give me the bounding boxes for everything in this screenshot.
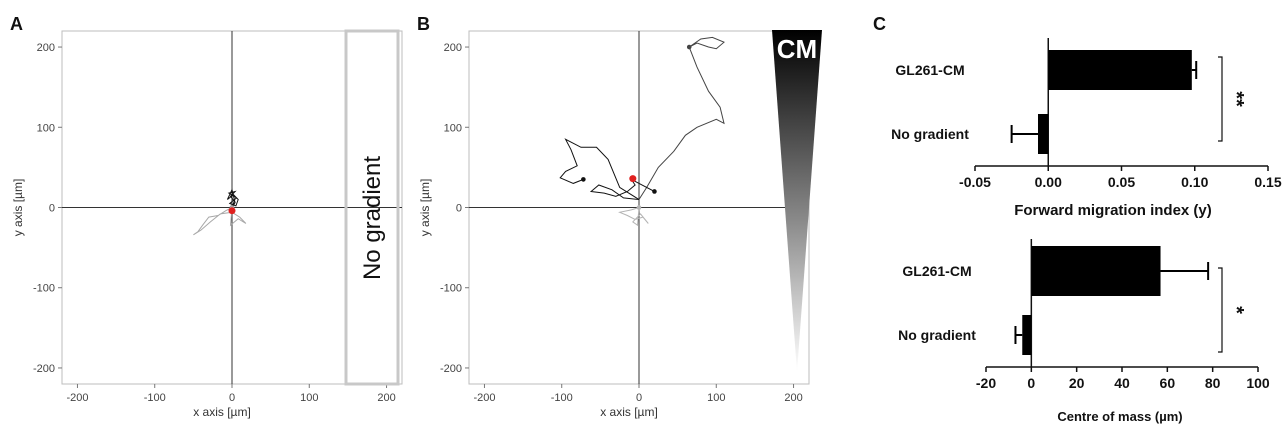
no-gradient-box [344, 29, 400, 386]
panel-c-centre-of-mass-chart: -20 0 20 40 60 80 100 Centre of mass (µm) GL261-… [898, 239, 1270, 424]
trajectory-track [193, 207, 247, 236]
panel-c-forward-migration-chart: -0.05 0.00 0.05 0.10 0.15 Forward migration i… [891, 38, 1282, 219]
trajectory-endpoint [581, 177, 586, 182]
trajectory-track [638, 36, 725, 200]
y-tick-label: 100 [444, 122, 462, 134]
y-tick-label: -200 [440, 363, 462, 375]
panel-a-letter: A [10, 14, 23, 34]
x-tick-label: 200 [784, 392, 802, 404]
cm-label: CM [777, 34, 817, 64]
significance-label: * [1225, 306, 1247, 314]
x-tick-label: 80 [1205, 375, 1221, 391]
centre-of-mass-marker [629, 175, 637, 183]
x-tick-label: 40 [1114, 375, 1130, 391]
y-tick-label: -100 [33, 283, 55, 295]
x-tick-label: -20 [976, 375, 996, 391]
bar [1031, 246, 1161, 296]
category-label: GL261-CM [895, 62, 964, 78]
x-tick-label: 0.00 [1035, 174, 1062, 190]
significance-label: ** [1225, 91, 1247, 107]
panel-a-trajectory-plot: -200 -100 0 100 200 200 100 0 -100 -200 x axis [µm… [11, 30, 403, 419]
category-label: No gradient [898, 327, 976, 343]
x-tick-label: 20 [1069, 375, 1085, 391]
panel-b-letter: B [417, 14, 430, 34]
x-tick-label: -0.05 [959, 174, 991, 190]
bar [1037, 114, 1049, 154]
x-axis-title: Centre of mass (µm) [1057, 409, 1182, 424]
x-tick-label: 100 [300, 392, 318, 404]
x-tick-label: 0 [636, 392, 642, 404]
category-label: GL261-CM [902, 263, 971, 279]
trajectory-track [559, 138, 640, 200]
bar [1022, 315, 1032, 355]
trajectory-endpoint [686, 44, 692, 50]
x-axis-title: Forward migration index (y) [1014, 202, 1212, 219]
no-gradient-label: No gradient [359, 156, 386, 280]
x-tick-label: -200 [473, 392, 495, 404]
x-tick-label: 60 [1160, 375, 1176, 391]
centre-of-mass-marker [228, 207, 236, 215]
x-tick-label: 0 [229, 392, 235, 404]
y-tick-label: 100 [37, 122, 55, 134]
x-axis-label: x axis [µm] [193, 405, 251, 419]
panel-b-trajectory-plot: -200 -100 0 100 200 200 100 0 -100 -200 x axis [µm… [418, 30, 810, 419]
x-tick-label: 0.15 [1254, 174, 1281, 190]
y-axis-label: y axis [µm] [418, 179, 432, 237]
y-tick-label: 0 [49, 203, 55, 215]
x-tick-label: 0.05 [1108, 174, 1135, 190]
y-tick-label: -100 [440, 283, 462, 295]
bar [1048, 50, 1192, 90]
x-tick-label: 0.10 [1181, 174, 1208, 190]
x-tick-label: -200 [66, 392, 88, 404]
y-tick-label: 0 [456, 203, 462, 215]
category-label: No gradient [891, 126, 969, 142]
y-axis-label: y axis [µm] [11, 179, 25, 237]
x-tick-label: -100 [144, 392, 166, 404]
y-tick-label: 200 [37, 42, 55, 54]
x-tick-label: 100 [1246, 375, 1270, 391]
y-tick-label: -200 [33, 363, 55, 375]
x-tick-label: 100 [707, 392, 725, 404]
trajectory-track [618, 207, 649, 227]
x-tick-label: 0 [1027, 375, 1035, 391]
panel-c-letter: C [873, 14, 886, 34]
x-axis-label: x axis [µm] [600, 405, 658, 419]
trajectory-endpoint [636, 205, 642, 210]
x-tick-label: 200 [377, 392, 395, 404]
y-tick-label: 200 [444, 42, 462, 54]
significance-bracket [1218, 267, 1223, 353]
x-tick-label: -100 [551, 392, 573, 404]
trajectory-track [226, 188, 239, 208]
cm-gradient-wedge [772, 30, 822, 372]
trajectory-endpoint [652, 189, 657, 194]
significance-bracket [1218, 56, 1223, 142]
